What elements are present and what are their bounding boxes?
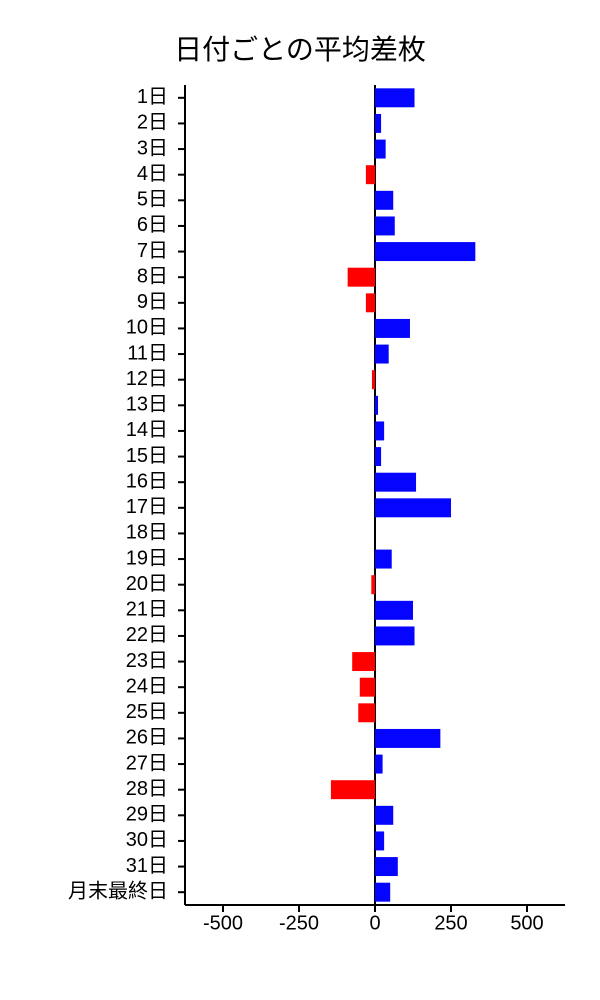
x-tick-label: 0 — [369, 913, 380, 935]
bar — [375, 755, 383, 774]
y-tick-label: 24日 — [126, 675, 168, 697]
bar — [375, 396, 378, 415]
bar — [375, 601, 413, 620]
y-tick-label: 29日 — [126, 804, 168, 826]
y-tick-label: 22日 — [126, 624, 168, 646]
bar — [375, 626, 415, 645]
chart-svg: 1日 2日 3日 4日 5日 6日 7日 8日 9日 10日 11日 12日 13日 14日 15日 16日 1… — [0, 0, 600, 1000]
bar — [375, 857, 398, 876]
y-tick-label: 2日 — [137, 112, 168, 134]
y-tick-label: 4日 — [137, 163, 168, 185]
y-tick-label: 月末最終日 — [68, 879, 168, 902]
bar — [372, 370, 375, 389]
y-tick-label: 3日 — [137, 137, 168, 159]
chart-title: 日付ごとの平均差枚 — [0, 28, 600, 68]
bar — [375, 498, 451, 517]
y-tick-label: 8日 — [137, 265, 168, 287]
bar — [375, 729, 440, 748]
y-tick-label: 5日 — [137, 189, 168, 211]
y-tick-label: 10日 — [126, 317, 168, 339]
bar — [375, 473, 416, 492]
bar — [358, 703, 375, 722]
y-tick-label: 1日 — [137, 86, 168, 108]
bar — [375, 345, 389, 364]
y-tick-label: 23日 — [126, 650, 168, 672]
bar — [375, 216, 395, 235]
bar — [375, 550, 392, 569]
bar — [331, 780, 375, 799]
bar — [375, 447, 381, 466]
chart-bg — [0, 0, 600, 1000]
y-tick-label: 25日 — [126, 701, 168, 723]
x-tick-label: -500 — [203, 913, 243, 935]
y-tick-label: 18日 — [126, 522, 168, 544]
bar — [371, 575, 375, 594]
x-tick-label: 500 — [510, 913, 543, 935]
y-tick-label: 12日 — [126, 368, 168, 390]
y-tick-label: 31日 — [126, 855, 168, 877]
bar — [352, 652, 375, 671]
y-tick-label: 13日 — [126, 394, 168, 416]
y-tick-label: 16日 — [126, 470, 168, 492]
bar — [375, 421, 384, 440]
y-tick-label: 27日 — [126, 752, 168, 774]
y-tick-label: 26日 — [126, 727, 168, 749]
y-tick-label: 6日 — [137, 214, 168, 236]
bar — [375, 191, 393, 210]
y-tick-label: 20日 — [126, 573, 168, 595]
y-tick-label: 19日 — [126, 547, 168, 569]
y-tick-label: 14日 — [126, 419, 168, 441]
y-tick-label: 9日 — [137, 291, 168, 313]
y-tick-label: 15日 — [126, 445, 168, 467]
bar — [366, 165, 375, 184]
y-tick-label: 28日 — [126, 778, 168, 800]
bar — [375, 88, 415, 107]
bar — [375, 831, 384, 850]
chart-container: 日付ごとの平均差枚 1日 2日 3日 4日 5日 6日 7日 8日 9日 10日 11日 12日 13日… — [0, 0, 600, 1000]
bar — [375, 140, 386, 159]
bar — [366, 293, 375, 312]
y-tick-label: 30日 — [126, 829, 168, 851]
y-tick-label: 21日 — [126, 599, 168, 621]
bar — [360, 678, 375, 697]
x-tick-label: -250 — [279, 913, 319, 935]
bar — [348, 268, 375, 287]
bar — [375, 806, 393, 825]
y-tick-label: 11日 — [127, 342, 168, 364]
bar — [375, 883, 390, 902]
bar — [375, 114, 381, 133]
x-tick-label: 250 — [434, 913, 467, 935]
y-tick-label: 7日 — [137, 240, 168, 262]
bar — [375, 319, 410, 338]
y-tick-label: 17日 — [126, 496, 168, 518]
bar — [375, 242, 475, 261]
